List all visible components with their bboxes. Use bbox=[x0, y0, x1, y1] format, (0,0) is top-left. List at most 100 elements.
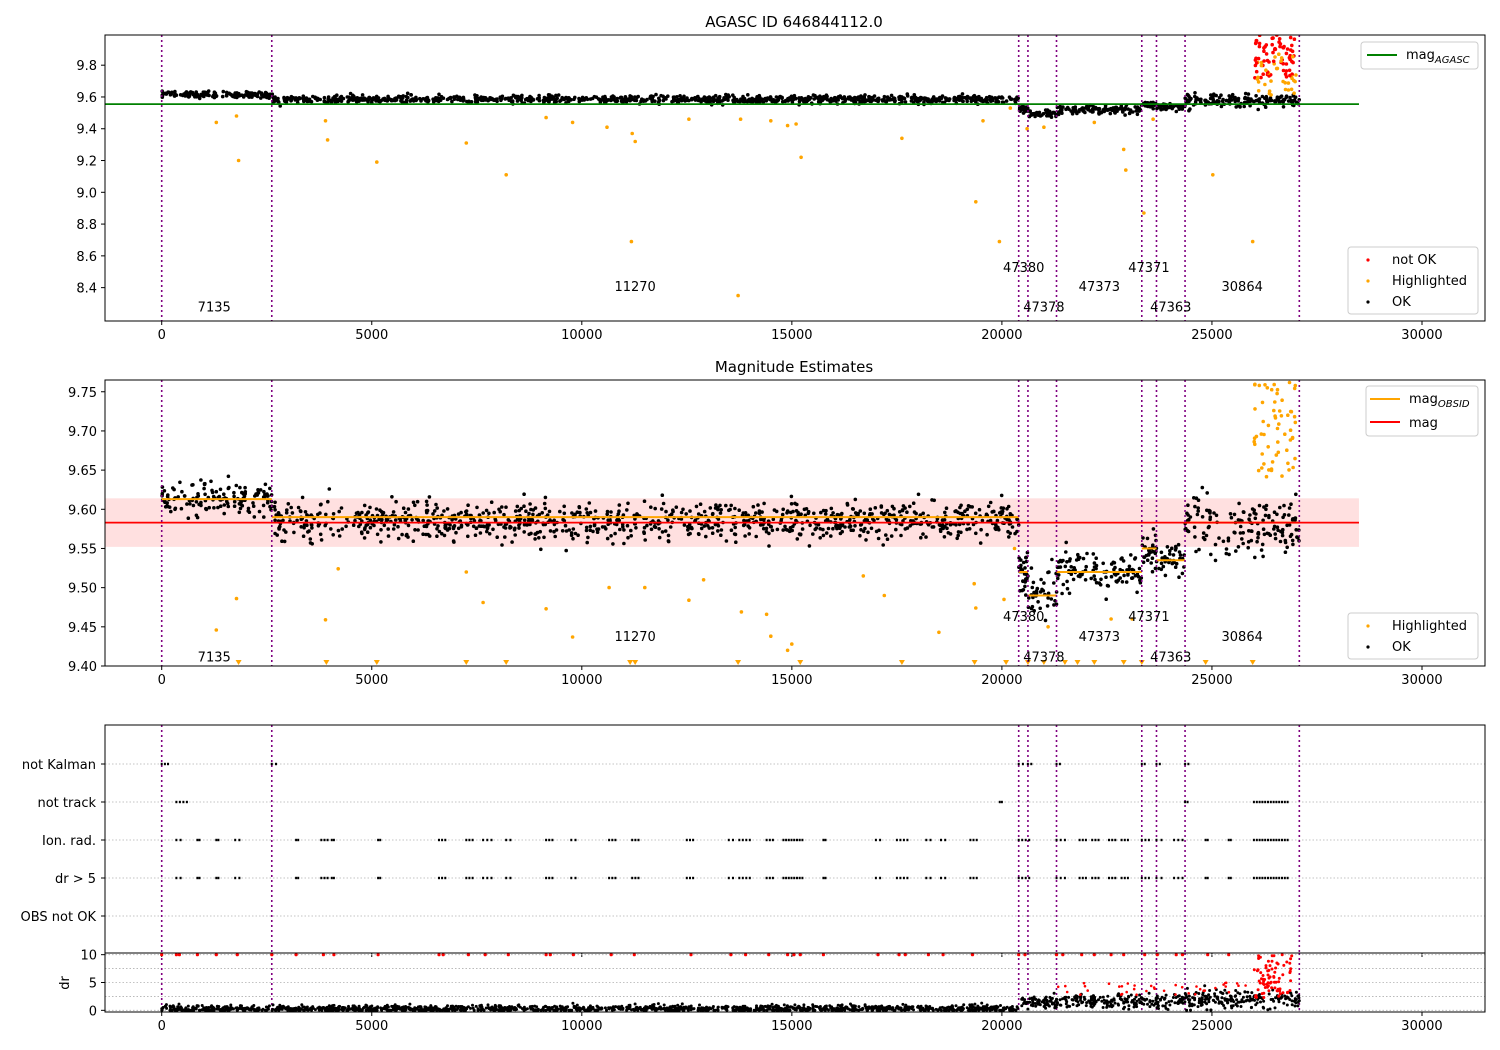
ok-point bbox=[1092, 105, 1096, 110]
highlighted-point bbox=[764, 612, 769, 617]
dr-point bbox=[408, 1002, 412, 1006]
ok-point bbox=[424, 96, 429, 100]
ok-point bbox=[358, 96, 363, 101]
ok-point bbox=[336, 528, 341, 533]
ok-point bbox=[478, 531, 483, 535]
flag-event-mark bbox=[326, 838, 329, 842]
ok-point bbox=[720, 99, 724, 103]
ok-point bbox=[537, 536, 541, 540]
ok-point bbox=[1091, 552, 1096, 556]
highlighted-point bbox=[464, 570, 469, 574]
highlighted-point bbox=[1283, 432, 1287, 437]
ok-point bbox=[493, 518, 498, 523]
ok-point bbox=[533, 537, 537, 541]
dr-point bbox=[765, 1008, 769, 1012]
ok-point bbox=[1221, 539, 1226, 544]
ok-point bbox=[1219, 104, 1224, 109]
ok-point bbox=[498, 95, 503, 99]
ok-point bbox=[1217, 95, 1222, 100]
ok-point bbox=[1186, 529, 1191, 534]
ok-point bbox=[191, 483, 195, 487]
highlighted-point bbox=[1273, 400, 1277, 404]
ok-point bbox=[475, 505, 479, 510]
highlighted-point bbox=[1272, 408, 1276, 413]
ok-point bbox=[1242, 104, 1246, 109]
ok-point bbox=[881, 543, 885, 547]
flag-event-mark bbox=[1275, 800, 1278, 804]
not-ok-point bbox=[1254, 56, 1258, 61]
ok-point bbox=[368, 505, 372, 510]
ok-point bbox=[331, 533, 336, 537]
ok-point bbox=[393, 518, 398, 522]
flag-event-mark bbox=[925, 838, 928, 842]
flag-event-mark bbox=[196, 876, 199, 880]
ok-point bbox=[1081, 556, 1086, 561]
ok-point bbox=[1273, 100, 1277, 104]
ok-point bbox=[1272, 510, 1277, 514]
ok-point bbox=[222, 511, 226, 516]
below-range-marker bbox=[797, 660, 804, 665]
ok-point bbox=[1056, 573, 1061, 577]
ok-point bbox=[182, 494, 187, 498]
ok-point bbox=[236, 93, 241, 97]
flag-event-mark bbox=[1261, 876, 1264, 880]
dr-point bbox=[413, 1006, 417, 1010]
ok-point bbox=[1273, 532, 1277, 536]
ok-point bbox=[451, 526, 456, 531]
highlighted-point bbox=[861, 574, 866, 578]
ok-point bbox=[1064, 540, 1068, 545]
ok-point bbox=[653, 506, 657, 511]
ok-point bbox=[1232, 512, 1237, 517]
ok-point bbox=[1256, 530, 1261, 535]
ok-point bbox=[919, 535, 923, 540]
flag-event-mark bbox=[1184, 800, 1187, 804]
ok-point bbox=[872, 518, 876, 523]
ok-point bbox=[597, 97, 602, 102]
ok-point bbox=[781, 528, 785, 532]
ok-point bbox=[994, 96, 998, 100]
ok-point bbox=[185, 502, 189, 506]
ok-point bbox=[1065, 560, 1069, 564]
dr-point bbox=[954, 1004, 958, 1008]
ok-point bbox=[1275, 95, 1280, 99]
ok-point bbox=[908, 524, 912, 528]
ok-point bbox=[167, 505, 172, 510]
ok-point bbox=[273, 508, 277, 512]
ok-point bbox=[232, 494, 236, 499]
obsid-label: 47373 bbox=[1079, 280, 1120, 295]
ok-point bbox=[1280, 533, 1285, 538]
ok-point bbox=[528, 502, 532, 506]
panel-agasc: AGASC ID 646844112.0 7135112704738047378… bbox=[76, 13, 1486, 343]
x-tick-label: 25000 bbox=[1191, 328, 1232, 343]
dr-point bbox=[171, 1004, 175, 1008]
flag-event-mark bbox=[574, 838, 577, 842]
ok-point bbox=[926, 522, 931, 527]
ok-point bbox=[357, 524, 361, 529]
not-ok-point bbox=[1284, 62, 1289, 66]
ok-point bbox=[543, 506, 548, 511]
ok-point bbox=[764, 526, 769, 531]
ok-point bbox=[905, 510, 909, 514]
flag-event-mark bbox=[906, 876, 909, 880]
dr-point bbox=[588, 1004, 592, 1008]
ok-point bbox=[560, 95, 564, 100]
ok-point bbox=[693, 96, 697, 100]
ok-point bbox=[1197, 547, 1201, 552]
ok-point bbox=[1294, 492, 1298, 497]
ok-point bbox=[788, 525, 793, 530]
ok-point bbox=[252, 515, 257, 519]
ok-point bbox=[729, 503, 733, 508]
ok-point bbox=[806, 511, 811, 516]
dr-point bbox=[927, 1008, 930, 1012]
ok-point bbox=[360, 531, 364, 536]
ok-point bbox=[1173, 565, 1178, 569]
ok-point bbox=[481, 524, 486, 528]
ok-point bbox=[485, 526, 490, 531]
ok-point bbox=[194, 92, 199, 96]
ok-point bbox=[943, 96, 948, 100]
ok-point bbox=[170, 90, 174, 95]
ok-point bbox=[714, 503, 718, 507]
ok-point bbox=[1067, 591, 1072, 596]
ok-point bbox=[541, 98, 546, 103]
ok-point bbox=[1272, 527, 1276, 531]
